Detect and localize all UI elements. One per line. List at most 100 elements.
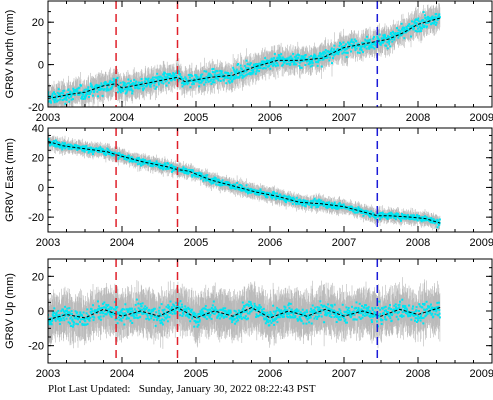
data-point — [258, 62, 261, 65]
data-point — [250, 191, 253, 194]
data-point — [196, 175, 199, 178]
data-point — [229, 78, 232, 80]
data-point — [430, 18, 433, 21]
data-point — [309, 65, 312, 68]
data-point — [345, 56, 348, 59]
data-point — [117, 156, 120, 159]
data-point — [278, 195, 281, 198]
data-point — [269, 67, 272, 70]
data-point — [88, 91, 91, 93]
data-point — [177, 70, 180, 73]
data-point — [70, 98, 73, 101]
data-point — [235, 70, 238, 73]
data-point — [129, 80, 132, 83]
data-point — [170, 170, 173, 173]
data-point — [271, 59, 274, 61]
data-point — [98, 151, 101, 154]
data-point — [303, 57, 306, 60]
data-point — [156, 76, 159, 79]
data-point — [61, 148, 64, 151]
data-point — [423, 219, 425, 222]
data-point — [226, 77, 229, 79]
data-point — [418, 26, 421, 28]
data-point — [317, 199, 320, 202]
data-point — [240, 185, 243, 187]
data-point — [64, 97, 66, 100]
data-point — [337, 207, 340, 210]
data-point — [381, 216, 383, 219]
data-point — [259, 188, 262, 191]
data-point — [164, 163, 167, 166]
data-point — [366, 210, 369, 213]
data-point — [379, 214, 382, 217]
data-point — [271, 197, 274, 200]
data-point — [123, 82, 126, 85]
data-point — [131, 160, 134, 163]
data-point — [378, 41, 381, 44]
data-point — [106, 85, 109, 88]
x-tick-label: 2007 — [332, 112, 356, 124]
data-point — [287, 62, 290, 65]
data-point — [244, 69, 247, 72]
data-point — [204, 78, 207, 81]
data-point — [380, 212, 382, 214]
data-point — [137, 81, 140, 84]
data-point — [342, 45, 344, 48]
data-point — [313, 55, 316, 58]
data-point — [261, 60, 264, 63]
data-point — [425, 18, 428, 21]
data-point — [390, 31, 392, 34]
data-point — [361, 45, 364, 48]
data-point — [198, 171, 201, 174]
data-point — [260, 63, 263, 65]
data-point — [359, 47, 362, 50]
data-point — [162, 82, 165, 85]
data-point — [320, 55, 323, 58]
data-point — [366, 40, 369, 43]
data-point — [318, 59, 321, 61]
data-point — [328, 51, 331, 54]
data-point — [280, 58, 283, 61]
data-point — [273, 53, 276, 55]
data-point — [295, 196, 298, 199]
data-point — [438, 13, 441, 16]
data-point — [342, 41, 345, 44]
data-point — [118, 89, 121, 92]
data-point — [187, 81, 190, 84]
data-point — [232, 66, 235, 69]
data-point — [252, 69, 255, 71]
data-point — [205, 70, 208, 73]
data-point — [299, 60, 302, 63]
data-point — [416, 214, 418, 217]
data-point — [272, 195, 275, 198]
data-point — [168, 77, 171, 79]
data-point — [109, 79, 112, 82]
data-point — [191, 175, 194, 178]
data-point — [139, 162, 142, 165]
data-point — [350, 38, 353, 41]
data-point — [216, 70, 219, 73]
data-point — [438, 16, 441, 19]
data-point — [344, 51, 347, 54]
data-point — [196, 76, 199, 78]
data-point — [422, 19, 424, 22]
data-point — [407, 214, 409, 217]
data-point — [244, 74, 247, 77]
data-point — [315, 201, 318, 204]
data-point — [405, 217, 408, 220]
data-point — [322, 58, 325, 61]
data-point — [149, 165, 152, 167]
data-point — [91, 85, 94, 88]
data-point — [254, 65, 257, 68]
x-tick-label: 2003 — [36, 237, 60, 249]
data-point — [259, 190, 262, 193]
data-point — [296, 58, 299, 61]
data-point — [372, 214, 374, 217]
data-point — [395, 218, 397, 221]
data-point — [85, 145, 88, 147]
data-point — [362, 51, 364, 54]
data-point — [129, 84, 132, 86]
data-point — [128, 82, 131, 85]
data-series — [48, 1, 441, 107]
data-point — [425, 216, 428, 219]
